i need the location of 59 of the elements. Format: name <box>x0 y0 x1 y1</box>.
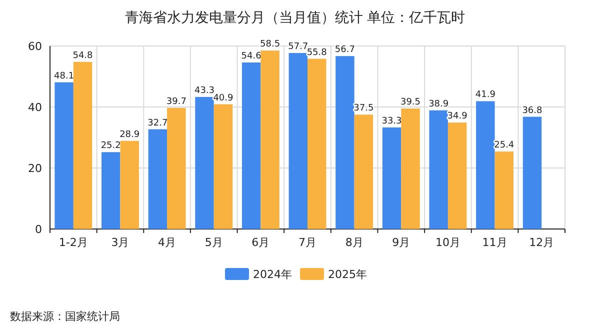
bar <box>354 114 374 229</box>
bar <box>195 96 214 229</box>
bar <box>429 110 448 229</box>
bar <box>260 50 280 229</box>
data-label: 32.7 <box>148 118 168 128</box>
data-label: 38.9 <box>428 99 449 110</box>
x-tick-label: 4月 <box>158 236 176 249</box>
x-tick-label: 8月 <box>345 236 364 249</box>
x-tick-label: 11月 <box>482 236 508 249</box>
data-label: 39.7 <box>166 96 186 107</box>
data-label: 54.8 <box>72 50 94 61</box>
x-tick-label: 3月 <box>111 236 130 249</box>
x-tick-label: 9月 <box>392 236 410 249</box>
chart-title: 青海省水力发电量分月（当月值）统计 单位：亿千瓦时 <box>124 10 466 26</box>
bar <box>382 127 402 229</box>
bar <box>148 129 168 229</box>
y-tick-label: 0 <box>35 223 42 236</box>
bar <box>288 53 308 229</box>
bar <box>73 62 92 229</box>
bar <box>336 56 354 229</box>
x-tick-label: 1-2月 <box>58 236 88 249</box>
data-label: 55.8 <box>306 48 328 58</box>
legend-label: 2025年 <box>328 268 367 281</box>
source-note: 数据来源：国家统计局 <box>10 310 120 323</box>
data-label: 43.3 <box>194 86 215 96</box>
data-label: 41.9 <box>475 90 496 100</box>
bar <box>214 104 233 229</box>
data-label: 40.9 <box>213 93 234 104</box>
data-label: 48.1 <box>54 71 74 82</box>
bar <box>54 82 74 229</box>
x-tick-label: 12月 <box>529 236 554 249</box>
data-label: 36.8 <box>522 106 543 116</box>
bar <box>242 62 261 229</box>
x-tick-label: 10月 <box>435 236 460 249</box>
bar <box>167 108 186 229</box>
bar <box>102 152 120 229</box>
data-label: 33.3 <box>382 116 402 126</box>
data-label: 58.5 <box>260 40 280 50</box>
bar <box>308 58 326 229</box>
bar <box>476 101 495 229</box>
data-label: 28.9 <box>120 130 140 140</box>
y-tick-label: 40 <box>28 101 42 114</box>
y-tick-label: 60 <box>28 40 42 53</box>
data-label: 39.5 <box>400 98 421 108</box>
x-tick-label: 5月 <box>204 236 223 249</box>
x-tick-label: 7月 <box>298 236 316 249</box>
data-label: 57.7 <box>288 42 308 52</box>
y-tick-label: 20 <box>28 162 42 175</box>
bar <box>120 140 139 229</box>
data-label: 34.9 <box>447 112 468 122</box>
x-tick-label: 6月 <box>252 236 270 249</box>
bar <box>401 108 420 229</box>
bar <box>522 116 542 229</box>
data-label: 25.4 <box>494 140 514 151</box>
bar <box>494 152 514 229</box>
bar <box>448 122 467 229</box>
data-label: 56.7 <box>334 45 355 56</box>
legend-label: 2024年 <box>253 268 292 281</box>
data-label: 25.2 <box>100 141 121 152</box>
